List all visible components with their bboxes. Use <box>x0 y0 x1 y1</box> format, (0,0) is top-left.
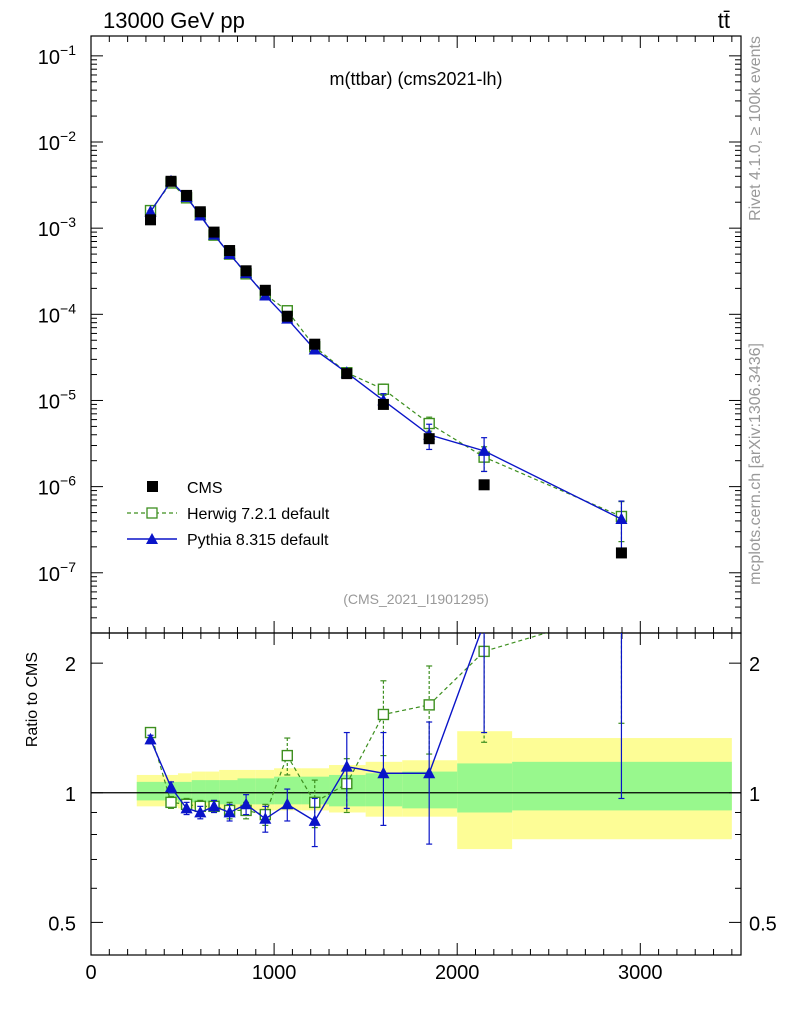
pythia-ratio-point <box>423 766 436 779</box>
main-y-tick-label: 10−1 <box>38 42 76 69</box>
legend-herwig-label: Herwig 7.2.1 default <box>187 506 330 523</box>
cms-point <box>165 175 177 187</box>
x-tick-label: 2000 <box>435 962 480 984</box>
inner-band-bin <box>255 778 275 805</box>
ratio-series-clipped <box>144 606 627 848</box>
ratio-y-tick-label-right: 1 <box>749 784 760 806</box>
cms-point <box>224 245 236 257</box>
herwig-ratio-point <box>616 606 626 616</box>
pythia-point <box>478 444 491 456</box>
ratio-series <box>144 606 627 848</box>
legend-herwig-marker <box>146 507 158 519</box>
pythia-ratio-point <box>615 617 627 629</box>
plot-title: m(ttbar) (cms2021-lh) <box>329 69 502 89</box>
pythia-ratio-point <box>180 801 193 814</box>
ratio-y-tick-label: 1 <box>65 784 76 806</box>
cms-point <box>259 284 271 296</box>
pythia-line <box>149 180 622 520</box>
inner-band-bin <box>237 778 256 805</box>
analysis-watermark: (CMS_2021_I1901295) <box>343 591 489 607</box>
main-y-tick-label: 10−3 <box>38 214 76 241</box>
main-y-axis <box>91 55 741 634</box>
cms-point <box>145 214 157 226</box>
cms-point <box>208 226 220 238</box>
rivet-label: Rivet 4.1.0, ≥ 100k events <box>747 36 764 221</box>
pythia-ratio-point <box>207 799 221 812</box>
x-tick-label: 0 <box>85 962 96 984</box>
pythia-ratio-point <box>308 814 321 826</box>
main-y-tick-label: 10−2 <box>38 128 76 155</box>
main-y-tick-label: 10−7 <box>38 559 76 586</box>
inner-band-bin <box>191 780 206 803</box>
legend-pythia-marker <box>146 533 158 544</box>
process-label: tt̄ <box>718 8 730 33</box>
cms-point <box>281 310 293 322</box>
cms-point <box>240 265 252 277</box>
pythia-ratio-point <box>340 760 353 772</box>
pythia-ratio-point <box>164 780 178 793</box>
pythia-ratio-point <box>144 732 157 745</box>
herwig-ratio-point <box>281 749 293 762</box>
cms-point <box>478 479 490 491</box>
cms-point <box>377 398 389 410</box>
ratio-x-axis: 0 1000 2000 3000 <box>85 633 733 984</box>
ratio-panel: 0.5 0.5 1 1 2 2 0 1000 2000 3000 Ratio to CMS <box>24 606 777 984</box>
cms-point <box>309 338 321 350</box>
x-tick-label: 3000 <box>618 962 663 984</box>
herwig-ratio-point <box>377 708 390 721</box>
mcplots-label: mcplots.cern.ch [arXiv:1306.3436] <box>747 343 764 585</box>
main-series-clipped <box>144 174 628 559</box>
main-y-tick-labels: 10−7 10−6 10−5 10−4 10−3 10−2 10−1 <box>38 42 76 586</box>
inner-band-bin <box>205 780 220 803</box>
energy-label: 13000 GeV pp <box>103 8 245 33</box>
inner-band-bin <box>457 763 513 813</box>
cms-point <box>181 189 193 201</box>
herwig-line <box>150 182 622 518</box>
herwig-point <box>377 383 390 395</box>
cms-point <box>615 547 627 559</box>
main-series <box>144 174 628 559</box>
ratio-y-tick-label: 2 <box>65 654 76 676</box>
inner-band-bin <box>177 781 192 803</box>
pythia-ratio-point <box>478 616 490 628</box>
ratio-y-tick-label-right: 2 <box>749 654 760 676</box>
cms-point <box>194 206 206 218</box>
inner-band-bin <box>136 781 165 801</box>
legend: CMS Herwig 7.2.1 default Pythia 8.315 de… <box>127 480 330 549</box>
legend-cms-label: CMS <box>187 480 223 497</box>
pythia-ratio-point <box>240 797 253 810</box>
herwig-ratio-point <box>165 796 177 809</box>
pythia-ratio-point <box>223 805 236 818</box>
ratio-y-label: Ratio to CMS <box>24 652 41 747</box>
legend-cms-marker <box>147 481 158 492</box>
pythia-ratio-point <box>281 797 294 810</box>
pythia-ratio-point <box>259 812 272 824</box>
cms-point <box>423 433 435 445</box>
cms-point <box>341 368 353 380</box>
main-y-tick-label: 10−4 <box>38 300 76 327</box>
main-panel: 10−7 10−6 10−5 10−4 10−3 10−2 10−1 m(ttbar) (c… <box>38 35 742 634</box>
main-x-axis <box>90 36 733 633</box>
ratio-y-axis: 0.5 0.5 1 1 2 2 <box>48 654 777 935</box>
ratio-y-tick-label: 0.5 <box>48 913 76 935</box>
herwig-ratio-point <box>423 699 435 711</box>
pythia-ratio-point <box>194 805 207 818</box>
ratio-uncertainty-bands <box>91 731 741 850</box>
main-y-tick-label: 10−5 <box>38 386 76 413</box>
pythia-point <box>144 205 157 217</box>
pythia-point <box>615 512 628 525</box>
main-y-tick-label: 10−6 <box>38 473 76 500</box>
x-tick-label: 1000 <box>252 962 297 984</box>
ratio-frame <box>90 632 742 956</box>
legend-pythia-label: Pythia 8.315 default <box>187 532 329 549</box>
pythia-ratio-point <box>377 766 390 779</box>
ratio-y-tick-label-right: 0.5 <box>749 913 777 935</box>
